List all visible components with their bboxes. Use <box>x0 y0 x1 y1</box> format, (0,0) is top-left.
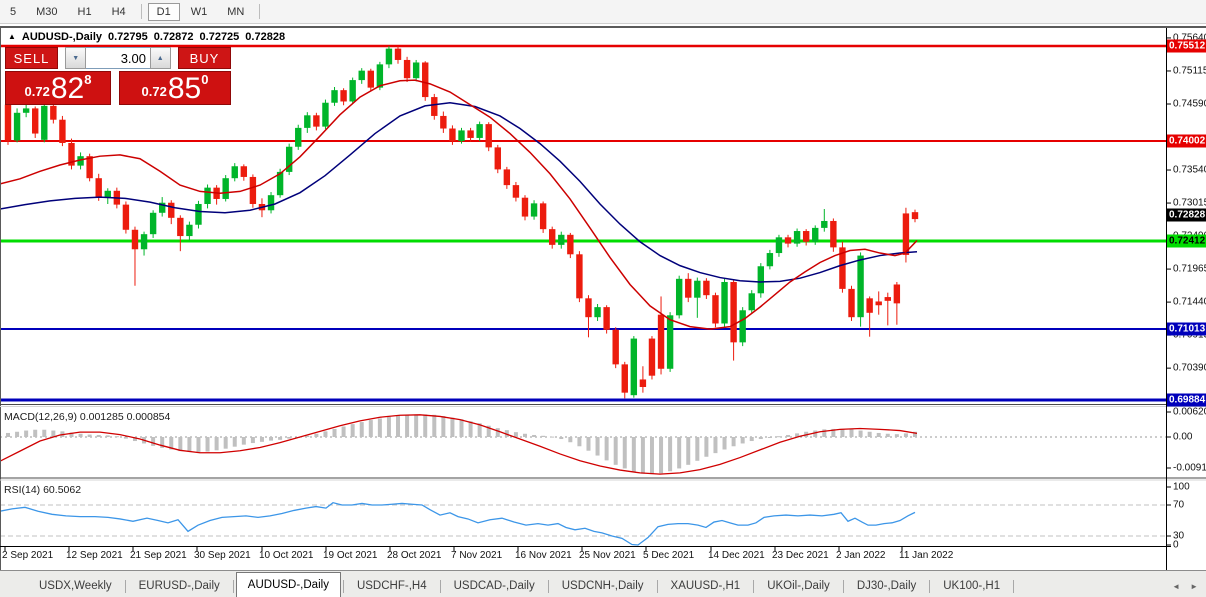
tab-scroll-arrows: ◄ ► <box>1172 582 1198 591</box>
price-tick-label: 0.71440 <box>1173 296 1206 308</box>
chart-tab-usdcnh-daily[interactable]: USDCNH-,Daily <box>561 580 644 592</box>
timeframe-button-mn[interactable]: MN <box>227 5 245 18</box>
volume-input[interactable] <box>86 47 150 69</box>
price-badge: 0.71013 <box>1167 322 1206 336</box>
tab-separator <box>753 580 755 593</box>
tab-separator <box>842 580 844 593</box>
macd-tick-label: 0.00 <box>1173 431 1193 443</box>
rsi-tick-label: 70 <box>1173 499 1185 511</box>
tab-separator <box>439 580 441 593</box>
sell-button[interactable]: SELL <box>5 47 59 69</box>
chart-title-row: ▲ AUDUSD-,Daily 0.72795 0.72872 0.72725 … <box>8 31 285 43</box>
date-tick-label: 14 Dec 2021 <box>708 550 765 561</box>
chart-tab-usdchf-h4[interactable]: USDCHF-,H4 <box>356 580 427 592</box>
tab-separator <box>929 580 931 593</box>
date-tick-label: 2 Jan 2022 <box>836 550 886 561</box>
date-tick-label: 2 Sep 2021 <box>2 550 54 561</box>
price-tick-label: 0.73015 <box>1173 197 1206 209</box>
date-tick-label: 25 Nov 2021 <box>579 550 636 561</box>
timeframe-button-d1[interactable]: D1 <box>147 2 180 21</box>
timeframe-button-h4[interactable]: H4 <box>111 5 126 18</box>
date-tick-label: 19 Oct 2021 <box>323 550 378 561</box>
chart-tab-uk100-h1[interactable]: UK100-,H1 <box>943 580 1001 592</box>
quote-open: 0.72795 <box>108 31 148 43</box>
volume-increase-button[interactable]: ▲ <box>150 47 171 69</box>
timeframe-toolbar: 5 M30 H1 H4 D1 W1 MN <box>0 0 1206 24</box>
price-badge: 0.74002 <box>1167 134 1206 148</box>
date-tick-label: 5 Dec 2021 <box>643 550 695 561</box>
tab-separator <box>547 580 549 593</box>
date-tick-label: 23 Dec 2021 <box>772 550 829 561</box>
quote-low: 0.72725 <box>199 31 240 43</box>
tab-separator <box>124 580 126 593</box>
tab-scroll-right-icon[interactable]: ► <box>1190 582 1198 591</box>
timeframe-button-w1[interactable]: W1 <box>190 5 208 18</box>
tab-separator <box>656 580 658 593</box>
sell-price-box[interactable]: 0.72 82 8 <box>5 71 111 105</box>
timeframe-button-h1[interactable]: H1 <box>77 5 92 18</box>
timeframe-button-m30[interactable]: M30 <box>36 5 58 18</box>
tab-separator <box>1013 580 1015 593</box>
date-tick-label: 12 Sep 2021 <box>66 550 123 561</box>
toolbar-separator <box>140 4 142 19</box>
date-tick-label: 10 Oct 2021 <box>259 550 314 561</box>
tab-separator <box>342 580 344 593</box>
price-badge: 0.72412 <box>1167 234 1206 248</box>
rsi-tick-label: 30 <box>1173 530 1185 542</box>
buy-price-prefix: 0.72 <box>141 84 167 99</box>
tab-scroll-left-icon[interactable]: ◄ <box>1172 582 1181 591</box>
price-tick-label: 0.73540 <box>1173 164 1206 176</box>
buy-price-box[interactable]: 0.72 85 0 <box>119 71 231 105</box>
chart-tab-dj30-daily[interactable]: DJ30-,Daily <box>856 580 917 592</box>
chart-tab-usdx-weekly[interactable]: USDX,Weekly <box>39 580 112 592</box>
price-badge: 0.75512 <box>1167 39 1206 53</box>
toolbar-separator <box>259 4 261 19</box>
date-tick-label: 28 Oct 2021 <box>387 550 442 561</box>
macd-tick-label: 0.006201 <box>1173 406 1206 418</box>
price-tick-label: 0.75640 <box>1173 32 1206 44</box>
price-badge: 0.72828 <box>1167 208 1206 222</box>
sell-price-pip: 8 <box>84 72 92 87</box>
macd-tick-label: -0.009197 <box>1173 462 1206 474</box>
date-tick-label: 21 Sep 2021 <box>130 550 187 561</box>
rsi-indicator-label: RSI(14) 60.5062 <box>4 484 82 496</box>
chart-tab-xauusd-h1[interactable]: XAUUSD-,H1 <box>670 580 741 592</box>
chart-tab-eurusd-daily[interactable]: EURUSD-,Daily <box>138 580 220 592</box>
chart-tab-bar: USDX,Weekly EURUSD-,Daily AUDUSD-,Daily USD… <box>0 570 1206 597</box>
symbol-marker-icon: ▲ <box>8 32 16 41</box>
chart-tab-usdcad-daily[interactable]: USDCAD-,Daily <box>453 580 535 592</box>
date-tick-label: 11 Jan 2022 <box>899 550 954 561</box>
quote-close: 0.72828 <box>245 31 286 43</box>
volume-decrease-button[interactable]: ▼ <box>65 47 86 69</box>
chart-symbol-label: AUDUSD-,Daily <box>21 31 102 43</box>
price-tick-label: 0.71965 <box>1173 263 1206 275</box>
price-tick-label: 0.70390 <box>1173 362 1206 374</box>
buy-price-big: 85 <box>167 72 202 105</box>
sell-price-prefix: 0.72 <box>24 84 50 99</box>
timeframe-button-5[interactable]: 5 <box>10 5 17 18</box>
quote-high: 0.72872 <box>153 31 194 43</box>
price-badge: 0.69884 <box>1167 393 1206 407</box>
chart-tab-audusd-daily[interactable]: AUDUSD-,Daily <box>235 572 341 597</box>
rsi-tick-label: 0 <box>1173 539 1179 551</box>
price-tick-label: 0.74590 <box>1173 98 1206 110</box>
buy-button[interactable]: BUY <box>177 47 231 69</box>
date-tick-label: 7 Nov 2021 <box>451 550 503 561</box>
tab-separator <box>232 580 234 593</box>
chart-tab-ukoil-daily[interactable]: UKOil-,Daily <box>767 580 830 592</box>
macd-indicator-label: MACD(12,26,9) 0.001285 0.000854 <box>4 411 171 423</box>
price-tick-label: 0.75115 <box>1173 65 1206 77</box>
rsi-tick-label: 100 <box>1173 481 1190 493</box>
buy-price-pip: 0 <box>201 72 209 87</box>
sell-price-big: 82 <box>50 72 85 105</box>
date-tick-label: 30 Sep 2021 <box>194 550 251 561</box>
date-tick-label: 16 Nov 2021 <box>515 550 572 561</box>
one-click-trading-panel: SELL ▼ ▲ BUY 0.72 82 8 0.72 85 0 <box>5 47 231 105</box>
